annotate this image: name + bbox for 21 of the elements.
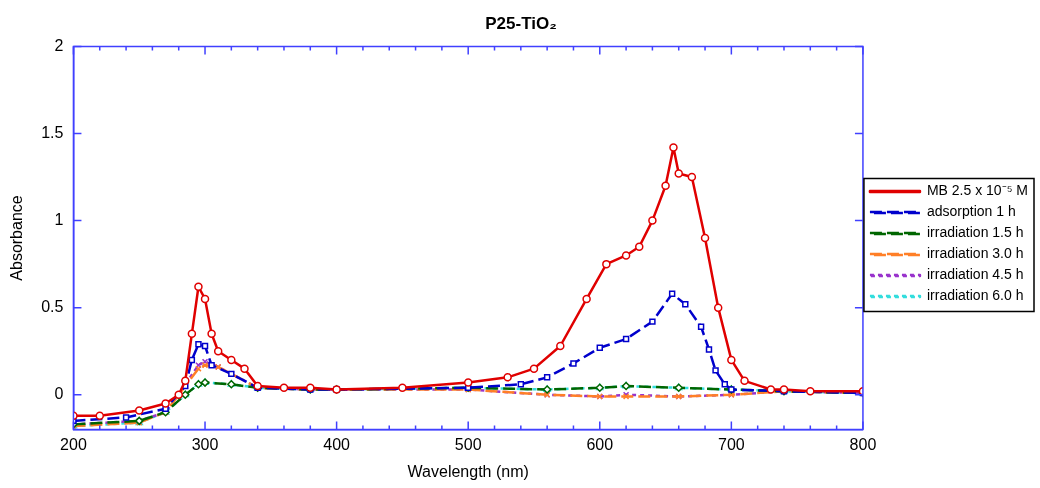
chart-title: P25-TiO₂ <box>485 13 557 33</box>
y-axis-title: Absorbance <box>8 195 26 281</box>
x-tick-label: 700 <box>718 435 745 453</box>
y-tick-label: 0 <box>54 385 64 403</box>
legend-label: irradiation 1.5 h <box>926 224 1024 241</box>
y-tick-label: 1 <box>54 210 64 228</box>
x-axis-title: Wavelength (nm) <box>407 462 529 480</box>
x-tick-label: 200 <box>60 435 87 453</box>
x-tick-label: 300 <box>191 435 219 453</box>
y-tick-label: 1.5 <box>41 123 64 141</box>
x-tick-label: 600 <box>586 435 614 453</box>
legend-label: irradiation 6.0 h <box>926 287 1024 304</box>
y-tick-label: 2 <box>54 36 64 54</box>
x-tick-label: 500 <box>454 435 482 453</box>
x-tick-label: 800 <box>849 435 877 453</box>
x-tick-label: 400 <box>323 435 351 453</box>
legend-label: irradiation 3.0 h <box>926 245 1024 262</box>
y-tick-label: 0.5 <box>41 298 64 316</box>
legend-label: MB 2.5 x 10⁻⁵ M <box>926 182 1028 199</box>
legend-label: irradiation 4.5 h <box>926 266 1024 283</box>
legend-label: adsorption 1 h <box>926 203 1016 220</box>
